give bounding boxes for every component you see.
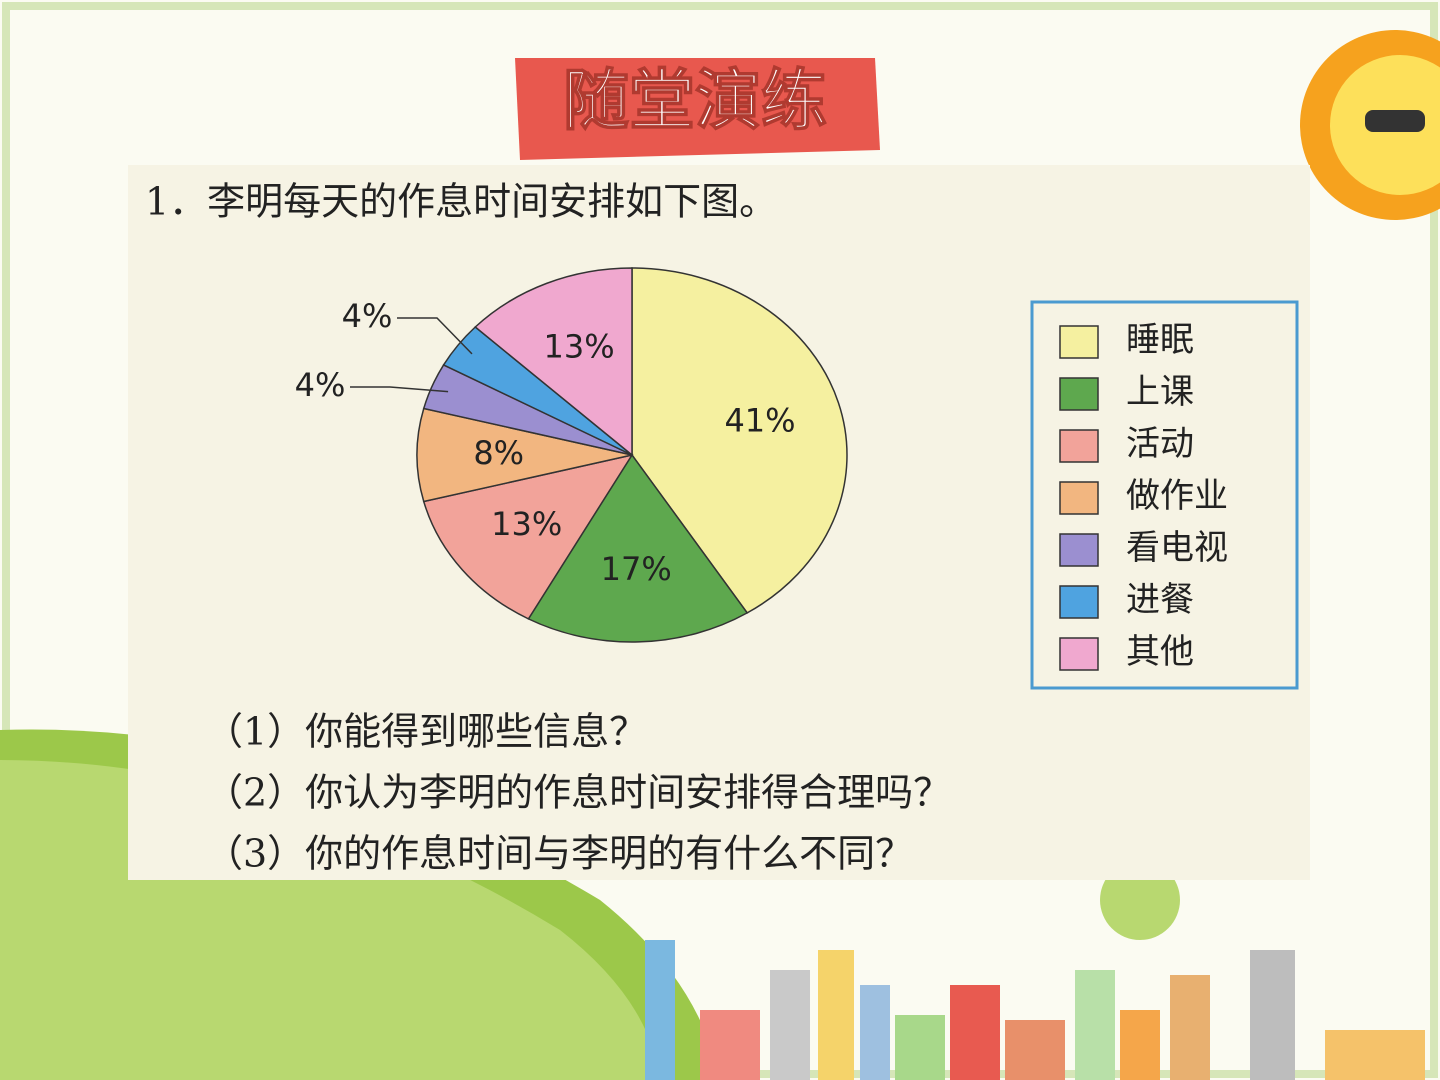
legend-swatch: [1059, 325, 1099, 359]
legend-label: 睡眠: [1126, 320, 1194, 360]
sun-decoration: [1300, 30, 1440, 220]
leader-line: [350, 386, 449, 393]
legend-label: 做作业: [1126, 476, 1228, 516]
legend-label: 上课: [1126, 372, 1194, 412]
pie-slice: [527, 453, 749, 643]
legend-label: 其他: [1126, 632, 1194, 672]
slice-label: 4%: [295, 366, 346, 404]
legend-swatch: [1059, 637, 1099, 671]
pie-slice: [631, 267, 848, 614]
pie-slice: [422, 453, 634, 620]
legend-swatch: [1059, 585, 1099, 619]
legend-swatch: [1059, 533, 1099, 567]
sub-question: （3）你的作息时间与李明的有什么不同？: [205, 832, 913, 876]
pie-chart: 41% 17% 13% 8% 4% 4% 13%: [295, 267, 848, 643]
sub-questions: （1）你能得到哪些信息？ （2）你认为李明的作息时间安排得合理吗？ （3）你的作息时…: [205, 710, 951, 876]
legend-swatch: [1059, 481, 1099, 515]
slice-label: 13%: [491, 505, 562, 543]
legend-swatch: [1059, 377, 1099, 411]
slice-label: 8%: [473, 434, 524, 472]
banner-text: 随堂演练: [563, 61, 827, 139]
pie-slice: [416, 407, 633, 503]
legend-label: 活动: [1126, 424, 1194, 464]
sub-question: （2）你认为李明的作息时间安排得合理吗？: [205, 771, 951, 815]
slice-label: 4%: [342, 297, 393, 335]
legend-box: [1030, 300, 1299, 690]
sub-question: （1）你能得到哪些信息？: [205, 710, 647, 754]
slice-label: 41%: [724, 402, 795, 440]
legend-label: 看电视: [1126, 528, 1228, 568]
question-text: 1．李明每天的作息时间安排如下图。: [145, 180, 777, 224]
legend-swatch: [1059, 429, 1099, 463]
banner-tag: [515, 58, 880, 160]
slice-label: 13%: [543, 328, 614, 366]
pie-slice: [474, 267, 633, 457]
slice-label: 17%: [601, 550, 672, 588]
legend-label: 进餐: [1126, 580, 1194, 620]
leader-line: [397, 317, 473, 355]
